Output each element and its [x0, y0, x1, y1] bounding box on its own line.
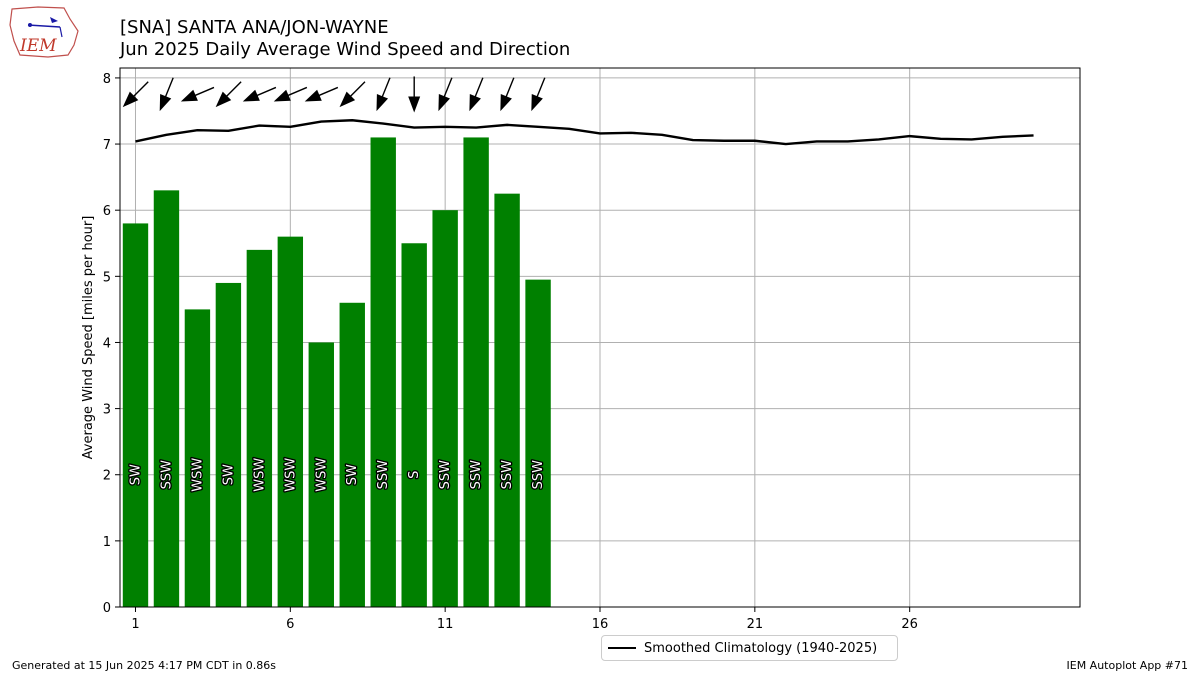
wind-arrow-shaft	[191, 86, 215, 98]
speed-bar	[494, 193, 520, 608]
x-tick-label: 26	[901, 617, 918, 632]
wind-arrow-head	[531, 94, 543, 112]
wind-arrow-head	[242, 89, 260, 102]
speed-bar	[525, 279, 551, 607]
y-tick-label: 5	[103, 270, 111, 285]
wind-arrow-head	[408, 96, 421, 113]
wind-arrow	[500, 77, 515, 112]
wind-arrow	[122, 81, 149, 108]
direction-label: SSW	[159, 460, 174, 490]
wind-arrow-shaft	[380, 77, 391, 101]
wind-arrow	[438, 77, 453, 112]
x-tick-label: 6	[286, 617, 294, 632]
direction-label: SSW	[469, 460, 484, 490]
wind-arrow-shaft	[504, 77, 515, 101]
direction-label: SSW	[531, 460, 546, 490]
direction-label: SSW	[376, 460, 391, 490]
wind-arrow-head	[180, 89, 198, 102]
y-tick-label: 6	[103, 204, 111, 219]
wind-arrow-shaft	[253, 86, 277, 98]
wind-arrows-layer	[122, 76, 546, 113]
wind-arrow-shaft	[442, 77, 453, 101]
y-tick-label: 2	[103, 469, 111, 484]
legend-label: Smoothed Climatology (1940-2025)	[644, 640, 878, 656]
wind-arrow	[469, 77, 484, 112]
wind-arrow-head	[122, 91, 139, 108]
wind-arrow	[376, 77, 391, 112]
wind-arrow	[215, 81, 242, 108]
direction-label: SSW	[500, 460, 515, 490]
x-tick-label: 11	[437, 617, 454, 632]
direction-label: S	[407, 471, 422, 479]
y-tick-label: 1	[103, 535, 111, 550]
x-tick-label: 16	[592, 617, 609, 632]
x-tick-label: 1	[131, 617, 139, 632]
speed-bar	[277, 236, 304, 607]
chart-subtitle: Jun 2025 Daily Average Wind Speed and Di…	[120, 39, 571, 60]
speed-bar	[308, 342, 334, 607]
speed-bar	[122, 223, 149, 607]
climatology-layer	[135, 119, 1034, 146]
y-tick-label: 7	[103, 138, 111, 153]
wind-arrow-head	[376, 94, 389, 112]
wind-arrow	[304, 86, 339, 102]
wind-arrow-head	[273, 89, 291, 102]
legend-line-swatch	[608, 647, 636, 649]
y-tick-label: 0	[103, 601, 111, 616]
climatology-line	[135, 119, 1034, 146]
wind-arrow	[180, 86, 215, 102]
speed-bar	[401, 243, 427, 607]
wind-arrow-shaft	[315, 86, 339, 98]
speed-bar	[153, 190, 180, 608]
wind-arrow-head	[500, 94, 512, 112]
wind-arrow-shaft	[473, 77, 484, 101]
wind-arrow-shaft	[284, 86, 308, 98]
speed-bar	[463, 137, 489, 607]
wind-arrow	[273, 86, 308, 102]
chart-title: [SNA] SANTA ANA/JON-WAYNE	[120, 17, 389, 38]
wind-arrow-shaft	[535, 77, 546, 101]
speed-bar	[215, 282, 242, 607]
x-tick-label: 21	[747, 617, 764, 632]
wind-arrow	[408, 76, 421, 113]
speed-bar	[246, 249, 273, 608]
wind-arrow-head	[304, 89, 322, 102]
direction-label: WSW	[314, 458, 329, 492]
wind-arrow	[531, 77, 546, 112]
plot-frame	[119, 67, 1081, 608]
bars-layer	[122, 137, 551, 608]
direction-label: SW	[221, 464, 236, 485]
y-tick-label: 8	[103, 72, 111, 87]
iem-logo: IEM	[8, 5, 80, 59]
direction-label: WSW	[252, 458, 267, 492]
y-tick-label: 4	[103, 336, 111, 351]
direction-label: SW	[345, 464, 360, 485]
wind-arrow-head	[469, 94, 481, 112]
footer-generated: Generated at 15 Jun 2025 4:17 PM CDT in …	[12, 659, 277, 672]
wind-arrow	[339, 81, 366, 108]
wind-arrow-head	[215, 91, 232, 108]
logo-text: IEM	[19, 36, 57, 56]
speed-bar	[184, 309, 211, 607]
speed-bar	[339, 302, 365, 607]
speed-bar	[370, 137, 396, 607]
wind-arrow	[242, 86, 277, 102]
footer-app-id: IEM Autoplot App #71	[1066, 659, 1189, 672]
direction-labels-layer: SW SSW WSW SW WSW WSW WSW SW SSW S SSW SSW SSW SSW	[127, 456, 547, 493]
wind-arrow-head	[438, 94, 450, 112]
wind-arrow-head	[339, 91, 356, 108]
speed-bar	[432, 210, 458, 607]
wind-arrow-shaft	[163, 77, 174, 101]
y-axis-label: Average Wind Speed [miles per hour]	[81, 216, 96, 460]
direction-label: WSW	[190, 458, 205, 492]
legend: Smoothed Climatology (1940-2025)	[601, 635, 898, 661]
direction-label: SW	[128, 464, 143, 485]
wind-arrow-head	[159, 94, 172, 112]
wind-arrow	[159, 77, 174, 112]
direction-label: WSW	[283, 458, 298, 492]
direction-label: SSW	[438, 460, 453, 490]
y-tick-label: 3	[103, 403, 111, 418]
